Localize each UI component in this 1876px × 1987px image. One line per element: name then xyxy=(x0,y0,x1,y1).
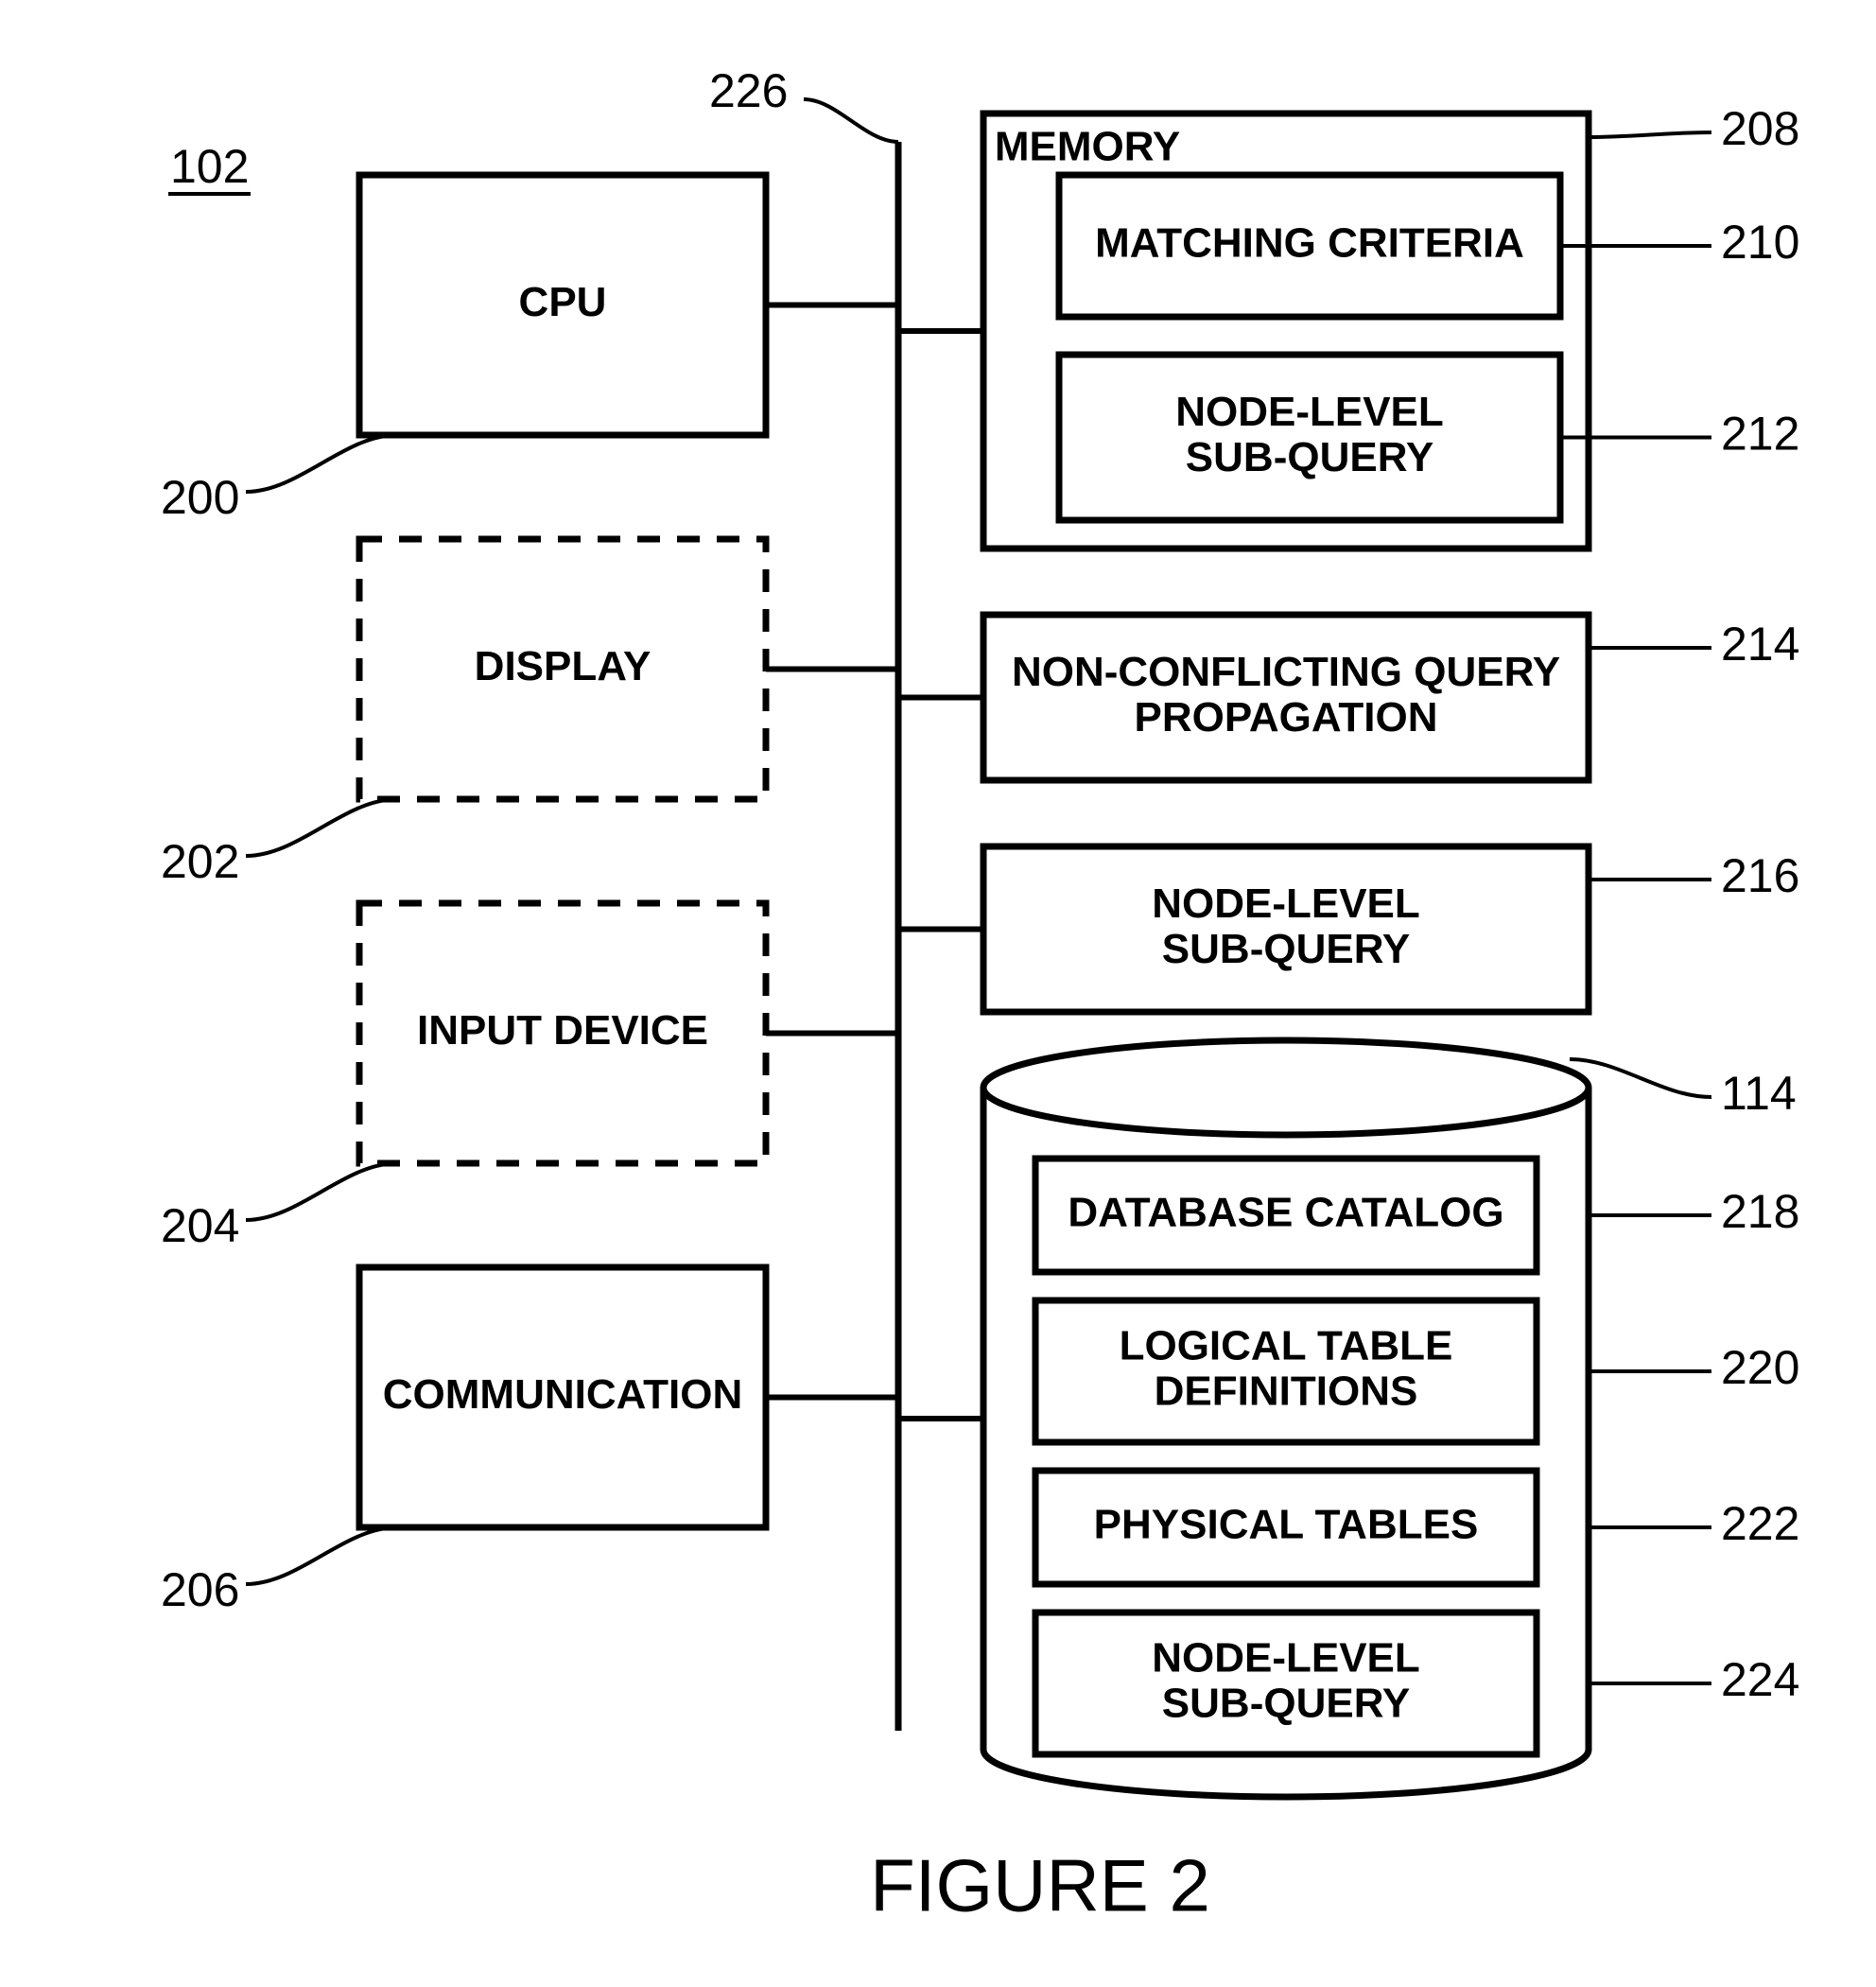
svg-text:PROPAGATION: PROPAGATION xyxy=(1134,694,1437,741)
cpu-label: CPU xyxy=(519,279,607,325)
svg-text:PHYSICAL TABLES: PHYSICAL TABLES xyxy=(1094,1502,1479,1548)
svg-text:226: 226 xyxy=(709,64,788,117)
svg-text:MATCHING CRITERIA: MATCHING CRITERIA xyxy=(1095,220,1524,267)
display-ref: 202 xyxy=(161,835,239,888)
svg-text:214: 214 xyxy=(1721,618,1799,671)
svg-text:NODE-LEVEL: NODE-LEVEL xyxy=(1175,389,1444,435)
cpu-ref: 200 xyxy=(161,471,239,524)
svg-text:SUB-QUERY: SUB-QUERY xyxy=(1186,434,1433,480)
svg-text:NODE-LEVEL: NODE-LEVEL xyxy=(1152,1635,1420,1682)
communication-label: COMMUNICATION xyxy=(383,1371,742,1418)
svg-text:DEFINITIONS: DEFINITIONS xyxy=(1155,1368,1418,1415)
svg-text:218: 218 xyxy=(1721,1185,1799,1238)
input_device-ref: 204 xyxy=(161,1199,239,1252)
svg-text:FIGURE 2: FIGURE 2 xyxy=(870,1844,1210,1927)
input_device-label: INPUT DEVICE xyxy=(417,1007,708,1054)
svg-text:102: 102 xyxy=(170,140,249,193)
svg-text:NODE-LEVEL: NODE-LEVEL xyxy=(1152,880,1420,927)
svg-text:222: 222 xyxy=(1721,1497,1799,1550)
svg-text:224: 224 xyxy=(1721,1653,1799,1706)
svg-text:114: 114 xyxy=(1721,1067,1797,1120)
svg-text:210: 210 xyxy=(1721,216,1799,269)
svg-text:216: 216 xyxy=(1721,849,1799,902)
svg-text:SUB-QUERY: SUB-QUERY xyxy=(1162,926,1410,972)
communication-ref: 206 xyxy=(161,1563,239,1616)
svg-text:212: 212 xyxy=(1721,408,1799,461)
svg-text:220: 220 xyxy=(1721,1341,1799,1394)
svg-text:SUB-QUERY: SUB-QUERY xyxy=(1162,1681,1410,1727)
svg-text:DATABASE CATALOG: DATABASE CATALOG xyxy=(1068,1190,1503,1236)
svg-text:208: 208 xyxy=(1721,102,1799,155)
svg-text:NON-CONFLICTING QUERY: NON-CONFLICTING QUERY xyxy=(1012,649,1560,695)
svg-text:MEMORY: MEMORY xyxy=(995,124,1180,170)
svg-text:LOGICAL TABLE: LOGICAL TABLE xyxy=(1120,1323,1453,1369)
display-label: DISPLAY xyxy=(475,643,651,689)
